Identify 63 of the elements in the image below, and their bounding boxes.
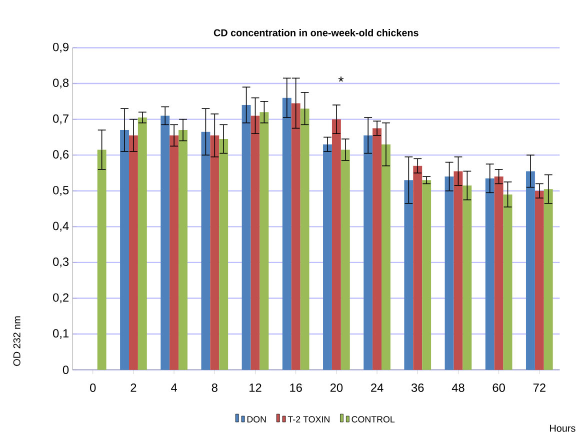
bar bbox=[260, 112, 269, 370]
x-axis-title: Hours bbox=[550, 424, 576, 432]
y-tick-label: 0,4 bbox=[53, 222, 69, 232]
bar bbox=[372, 128, 382, 370]
x-tick-label: 2 bbox=[130, 383, 136, 392]
bar bbox=[120, 130, 129, 370]
x-tick-label: 20 bbox=[330, 383, 343, 392]
bar bbox=[291, 102, 300, 370]
bar bbox=[494, 176, 504, 370]
bar bbox=[364, 135, 373, 370]
bar bbox=[422, 180, 432, 370]
bar bbox=[382, 144, 390, 370]
bar bbox=[323, 144, 332, 370]
x-tick-label: 0 bbox=[90, 383, 96, 392]
x-tick-label: 4 bbox=[171, 383, 178, 392]
y-tick-label: 0,2 bbox=[53, 293, 68, 303]
x-tick-label: 8 bbox=[212, 383, 218, 392]
y-tick-label: 0,6 bbox=[53, 150, 69, 160]
bar bbox=[219, 138, 228, 370]
bar bbox=[210, 135, 220, 370]
bar bbox=[170, 135, 179, 370]
y-tick-label: 0,3 bbox=[53, 257, 69, 268]
annotation: * bbox=[338, 76, 344, 82]
bar bbox=[242, 104, 251, 370]
x-tick-label: 16 bbox=[290, 383, 302, 392]
x-tick-label: 36 bbox=[411, 383, 424, 392]
bar bbox=[404, 180, 414, 370]
y-tick-label: 0,8 bbox=[53, 78, 69, 88]
bar bbox=[201, 132, 210, 370]
bar bbox=[332, 119, 341, 370]
x-tick-label: 24 bbox=[371, 383, 384, 392]
x-tick-label: 60 bbox=[492, 383, 505, 392]
bar bbox=[160, 116, 170, 370]
bar bbox=[340, 150, 350, 370]
legend-label: DON bbox=[247, 416, 266, 422]
bar bbox=[462, 185, 472, 370]
x-tick-label: 48 bbox=[452, 383, 464, 392]
bar bbox=[503, 194, 512, 370]
bar bbox=[282, 98, 292, 370]
bar bbox=[454, 170, 463, 370]
bar bbox=[128, 135, 138, 370]
bar bbox=[300, 108, 310, 370]
bar bbox=[178, 130, 188, 370]
bar bbox=[250, 116, 260, 370]
bar bbox=[526, 170, 535, 370]
y-tick-label: 0,9 bbox=[53, 42, 69, 52]
bar bbox=[485, 178, 494, 370]
y-tick-label: 0,7 bbox=[53, 114, 68, 124]
y-tick-label: 0,1 bbox=[53, 328, 68, 339]
bar bbox=[534, 190, 544, 370]
bar bbox=[444, 176, 454, 370]
x-tick-label: 12 bbox=[250, 383, 262, 392]
legend-label: T-2 TOXIN bbox=[288, 416, 330, 422]
bar bbox=[138, 117, 147, 370]
bar bbox=[413, 166, 422, 370]
y-tick-label: 0,5 bbox=[53, 186, 69, 196]
y-tick-label: 0 bbox=[62, 365, 69, 374]
chart-title: CD concentration in one-week-old chickens bbox=[214, 28, 418, 36]
x-tick-label: 72 bbox=[533, 383, 546, 392]
legend-label: CONTROL bbox=[352, 416, 395, 422]
bar bbox=[97, 150, 106, 370]
y-axis-title: OD 232 nm bbox=[13, 316, 20, 366]
bar bbox=[544, 188, 553, 370]
